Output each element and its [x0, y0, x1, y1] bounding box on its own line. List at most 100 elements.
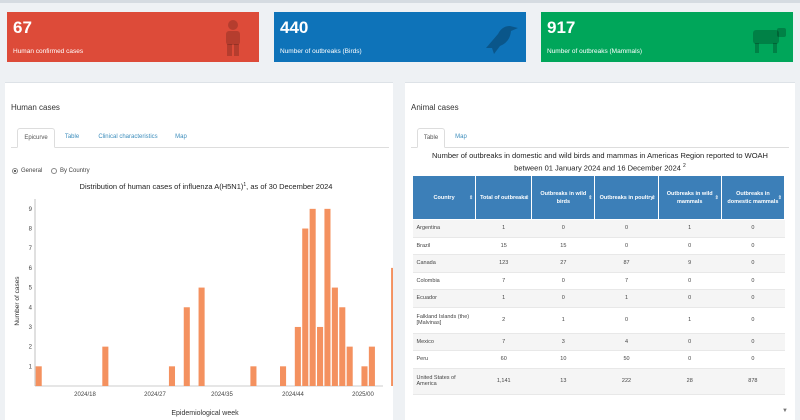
country-cell: Falkland Islands (the) [Malvinas]: [412, 307, 476, 334]
x-tick-label: 2024/27: [144, 392, 166, 398]
card-value: 440: [280, 18, 309, 37]
bar[interactable]: [339, 307, 346, 386]
table-title-line-1: Number of outbreaks in domestic and wild…: [432, 151, 768, 160]
bar[interactable]: [346, 346, 353, 386]
sort-icon: ⇕: [714, 194, 719, 201]
sort-icon: ⇕: [777, 194, 782, 201]
value-cell: 0: [531, 289, 595, 308]
bar[interactable]: [102, 346, 109, 386]
value-cell: 0: [658, 289, 722, 308]
value-cell: 28: [658, 368, 722, 395]
value-cell: 7: [594, 272, 659, 290]
card-human-cases: 67 Human confirmed cases: [7, 12, 259, 62]
x-tick-label: 2024/18: [74, 392, 96, 398]
y-tick-label: 5: [29, 286, 33, 292]
value-cell: 0: [658, 333, 722, 351]
bar[interactable]: [280, 366, 287, 386]
bar[interactable]: [198, 287, 205, 386]
value-cell: 0: [658, 272, 722, 290]
y-axis: 1 2 3 4 5 6 7 8 9: [29, 199, 36, 386]
animal-tabs: Table Map: [411, 128, 789, 148]
radio-label: By Country: [60, 168, 90, 174]
value-cell: 0: [721, 350, 785, 369]
y-axis-label: Number of cases: [14, 276, 21, 326]
animal-cases-panel: Animal cases Table Map Number of outbrea…: [405, 82, 795, 420]
bar[interactable]: [324, 208, 331, 386]
table-body: Argentina 1 0 0 1 0 Brazil 15 15 0 0 0 Canada 123 27 87…: [412, 219, 785, 395]
epicurve-chart: Distribution of human cases of influenza…: [14, 182, 393, 417]
y-tick-label: 9: [29, 207, 33, 213]
value-cell: 3: [531, 333, 595, 351]
table-row: Peru 60 10 50 0 0: [412, 350, 785, 369]
column-header-wild-birds[interactable]: Outbreaks in wild birds ⇕: [531, 175, 596, 220]
scroll-down-arrow-icon[interactable]: ▼: [782, 408, 788, 414]
bar[interactable]: [309, 208, 316, 386]
value-cell: 10: [531, 350, 595, 369]
bar[interactable]: [294, 326, 301, 386]
person-icon: [226, 20, 240, 56]
tab-epicurve[interactable]: Epicurve: [17, 128, 55, 148]
table-row: United States of America 1,141 13 222 28 878: [412, 368, 785, 395]
bar[interactable]: [302, 228, 309, 386]
column-header-domestic-mammals[interactable]: Outbreaks in domestic mammals ⇕: [720, 175, 786, 220]
radio-general[interactable]: General: [12, 168, 42, 174]
x-tick-label: 2024/35: [211, 392, 233, 398]
card-bird-outbreaks: 440 Number of outbreaks (Birds): [274, 12, 526, 62]
sort-icon: ⇕: [651, 194, 656, 201]
panel-title: Human cases: [11, 103, 60, 112]
table-title: Number of outbreaks in domestic and wild…: [405, 151, 795, 174]
card-mammal-outbreaks: 917 Number of outbreaks (Mammals): [541, 12, 793, 62]
bar[interactable]: [368, 346, 375, 386]
sort-icon: ⇕: [525, 194, 530, 201]
tab-map[interactable]: Map: [455, 134, 467, 140]
value-cell: 60: [475, 350, 532, 369]
bar[interactable]: [391, 267, 393, 386]
value-cell: 0: [721, 237, 785, 255]
column-header-country[interactable]: Country ⇕: [411, 175, 477, 220]
value-cell: 0: [594, 219, 659, 238]
human-cases-panel: Human cases Epicurve Table Clinical char…: [5, 82, 393, 420]
value-cell: 7: [475, 333, 532, 351]
column-header-wild-mammals[interactable]: Outbreaks in wild mammals ⇕: [657, 175, 722, 220]
y-tick-label: 3: [29, 325, 33, 331]
table-row: Ecuador 1 0 1 0 0: [412, 289, 785, 308]
bar[interactable]: [168, 366, 176, 386]
bar[interactable]: [317, 326, 324, 386]
bar[interactable]: [331, 287, 338, 386]
bar-series: [35, 208, 393, 386]
tab-table[interactable]: Table: [417, 128, 445, 148]
value-cell: 1: [658, 219, 722, 238]
value-cell: 2: [475, 307, 532, 334]
top-border: [0, 0, 800, 3]
country-cell: Mexico: [412, 333, 476, 351]
bar[interactable]: [183, 307, 190, 386]
value-cell: 1: [658, 307, 722, 334]
column-header-poultry[interactable]: Outbreaks in poultry ⇕: [594, 175, 659, 220]
bird-icon: [486, 26, 518, 54]
radio-label: General: [21, 168, 43, 174]
country-cell: Peru: [412, 350, 476, 369]
value-cell: 27: [531, 254, 595, 273]
bar[interactable]: [35, 366, 42, 386]
bar[interactable]: [250, 366, 257, 386]
tab-map[interactable]: Map: [175, 134, 187, 140]
value-cell: 0: [658, 350, 722, 369]
tab-table[interactable]: Table: [64, 134, 80, 140]
radio-dot-checked: [12, 168, 18, 174]
card-label: Number of outbreaks (Birds): [280, 48, 362, 55]
column-header-total[interactable]: Total of outbreaks ⇕: [475, 175, 533, 220]
card-value: 67: [13, 18, 32, 37]
value-cell: 0: [531, 219, 595, 238]
tab-clinical-characteristics[interactable]: Clinical characteristics: [98, 134, 158, 140]
radio-by-country[interactable]: By Country: [51, 168, 90, 174]
bar[interactable]: [361, 366, 368, 386]
value-cell: 878: [721, 368, 785, 395]
x-axis-label: Epidemiological week: [171, 410, 239, 417]
card-label: Human confirmed cases: [13, 48, 84, 55]
value-cell: 0: [594, 237, 659, 255]
y-tick-label: 6: [29, 266, 33, 272]
table-row: Colombia 7 0 7 0 0: [412, 272, 785, 290]
chart-title: Distribution of human cases of influenza…: [80, 182, 333, 191]
value-cell: 0: [721, 333, 785, 351]
cow-icon: [753, 28, 786, 53]
